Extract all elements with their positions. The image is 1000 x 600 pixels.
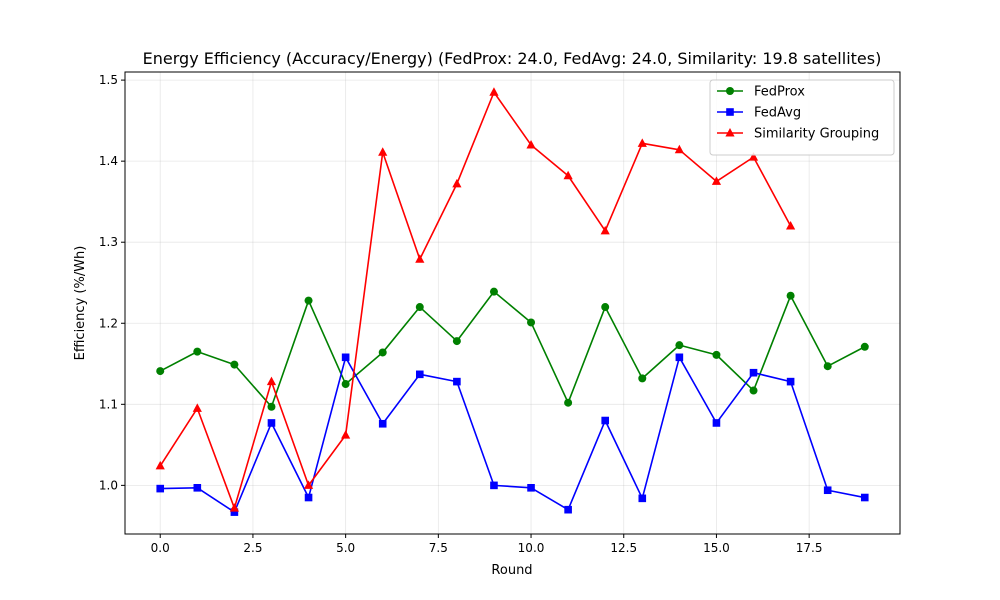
legend-label: Similarity Grouping bbox=[754, 127, 879, 142]
data-point-fedprox bbox=[786, 291, 795, 300]
x-tick-label: 5.0 bbox=[336, 541, 355, 555]
series-line-fedavg bbox=[160, 356, 865, 513]
series-fedprox bbox=[156, 287, 869, 411]
data-point-fedavg bbox=[860, 493, 869, 502]
data-point-similarity-grouping bbox=[748, 152, 759, 161]
data-point-similarity-grouping bbox=[266, 376, 277, 386]
legend-entry-fedprox: FedProx bbox=[717, 85, 805, 100]
data-point-fedprox bbox=[304, 296, 313, 305]
data-point-fedavg bbox=[786, 377, 795, 386]
x-tick-label: 7.5 bbox=[429, 541, 448, 555]
data-point-fedavg bbox=[749, 368, 758, 377]
data-point-fedprox bbox=[230, 360, 239, 369]
data-point-fedavg bbox=[490, 481, 498, 490]
series-similarity-grouping bbox=[155, 87, 796, 512]
y-tick-label: 1.5 bbox=[99, 73, 118, 87]
data-point-similarity-grouping bbox=[637, 138, 647, 147]
data-point-similarity-grouping bbox=[526, 139, 536, 149]
data-point-fedavg bbox=[415, 370, 424, 379]
data-point-fedprox bbox=[452, 337, 461, 346]
x-axis: 0.0 2.5 5.0 7.5 10.0 12.5 15.0 17.5 bbox=[151, 534, 823, 555]
data-point-fedprox bbox=[341, 380, 350, 389]
data-point-fedprox bbox=[601, 303, 610, 312]
data-point-fedprox bbox=[378, 348, 387, 357]
data-point-fedprox bbox=[489, 287, 498, 296]
data-point-fedprox bbox=[675, 341, 684, 350]
data-point-fedprox bbox=[527, 318, 536, 327]
data-point-fedprox bbox=[638, 374, 647, 383]
data-point-fedavg bbox=[712, 419, 721, 427]
data-point-fedavg bbox=[304, 493, 313, 502]
data-point-similarity-grouping bbox=[600, 225, 610, 235]
chart-title: Energy Efficiency (Accuracy/Energy) (Fed… bbox=[143, 49, 882, 68]
data-point-fedavg bbox=[453, 377, 461, 386]
y-tick-label: 1.0 bbox=[99, 478, 118, 492]
x-tick-label: 2.5 bbox=[243, 541, 262, 555]
data-point-fedavg bbox=[378, 419, 387, 428]
series-line-fedprox bbox=[159, 290, 866, 408]
data-point-fedavg bbox=[230, 508, 239, 516]
legend-swatch-marker bbox=[726, 108, 734, 116]
data-point-similarity-grouping bbox=[489, 87, 499, 96]
x-tick-label: 10.0 bbox=[518, 541, 545, 555]
data-point-similarity-grouping bbox=[563, 170, 573, 180]
data-point-similarity-grouping bbox=[303, 480, 314, 489]
data-point-fedavg bbox=[638, 494, 647, 503]
data-point-fedprox bbox=[823, 362, 832, 371]
x-tick-label: 12.5 bbox=[610, 541, 637, 555]
data-point-fedavg bbox=[341, 353, 350, 362]
y-tick-label: 1.4 bbox=[99, 154, 118, 168]
x-tick-label: 17.5 bbox=[796, 541, 823, 555]
x-tick-label: 0.0 bbox=[151, 541, 170, 555]
data-point-similarity-grouping bbox=[229, 503, 239, 512]
plot-frame bbox=[124, 71, 901, 535]
legend-swatch-marker bbox=[725, 128, 735, 137]
series-line-similarity-grouping bbox=[159, 91, 792, 509]
data-point-fedprox bbox=[564, 398, 573, 407]
data-point-fedavg bbox=[527, 484, 535, 492]
legend-entry-fedavg: FedAvg bbox=[717, 106, 801, 121]
data-point-fedprox bbox=[156, 367, 165, 376]
data-point-similarity-grouping bbox=[155, 460, 165, 470]
y-axis-label: Efficiency (%/Wh) bbox=[73, 246, 88, 361]
x-axis-label: Round bbox=[491, 563, 532, 578]
data-point-fedavg bbox=[267, 419, 276, 427]
data-point-fedavg bbox=[193, 484, 202, 492]
y-tick-label: 1.3 bbox=[99, 235, 118, 249]
legend: FedProx FedAvg Similarity Grouping bbox=[709, 79, 895, 156]
data-point-similarity-grouping bbox=[452, 178, 462, 188]
data-point-similarity-grouping bbox=[415, 254, 425, 263]
data-point-fedavg bbox=[823, 486, 832, 495]
data-point-similarity-grouping bbox=[192, 403, 202, 412]
data-point-similarity-grouping bbox=[674, 144, 684, 154]
data-point-similarity-grouping bbox=[786, 221, 796, 230]
data-point-similarity-grouping bbox=[341, 430, 351, 439]
data-point-fedavg bbox=[156, 484, 165, 493]
y-axis: 1.0 1.1 1.2 1.3 1.4 1.5 bbox=[99, 73, 125, 492]
legend-box bbox=[709, 79, 895, 156]
data-point-fedprox bbox=[267, 402, 276, 411]
x-tick-label: 15.0 bbox=[703, 541, 730, 555]
legend-label: FedProx bbox=[754, 85, 805, 100]
data-point-fedprox bbox=[860, 342, 869, 351]
data-point-fedprox bbox=[749, 386, 758, 395]
legend-label: FedAvg bbox=[754, 106, 801, 121]
series-layer bbox=[155, 87, 869, 516]
series-fedavg bbox=[156, 353, 869, 516]
legend-swatch-marker bbox=[726, 87, 734, 95]
data-point-fedavg bbox=[564, 505, 572, 514]
data-point-fedavg bbox=[675, 353, 684, 362]
data-point-fedprox bbox=[415, 303, 424, 312]
y-tick-label: 1.1 bbox=[99, 397, 118, 411]
data-point-fedavg bbox=[601, 416, 610, 425]
data-point-fedprox bbox=[193, 347, 202, 356]
data-point-fedprox bbox=[712, 350, 721, 359]
y-tick-label: 1.2 bbox=[99, 316, 118, 330]
legend-entry-similarity-grouping: Similarity Grouping bbox=[717, 127, 879, 142]
data-point-similarity-grouping bbox=[378, 147, 388, 156]
data-point-similarity-grouping bbox=[711, 176, 722, 185]
